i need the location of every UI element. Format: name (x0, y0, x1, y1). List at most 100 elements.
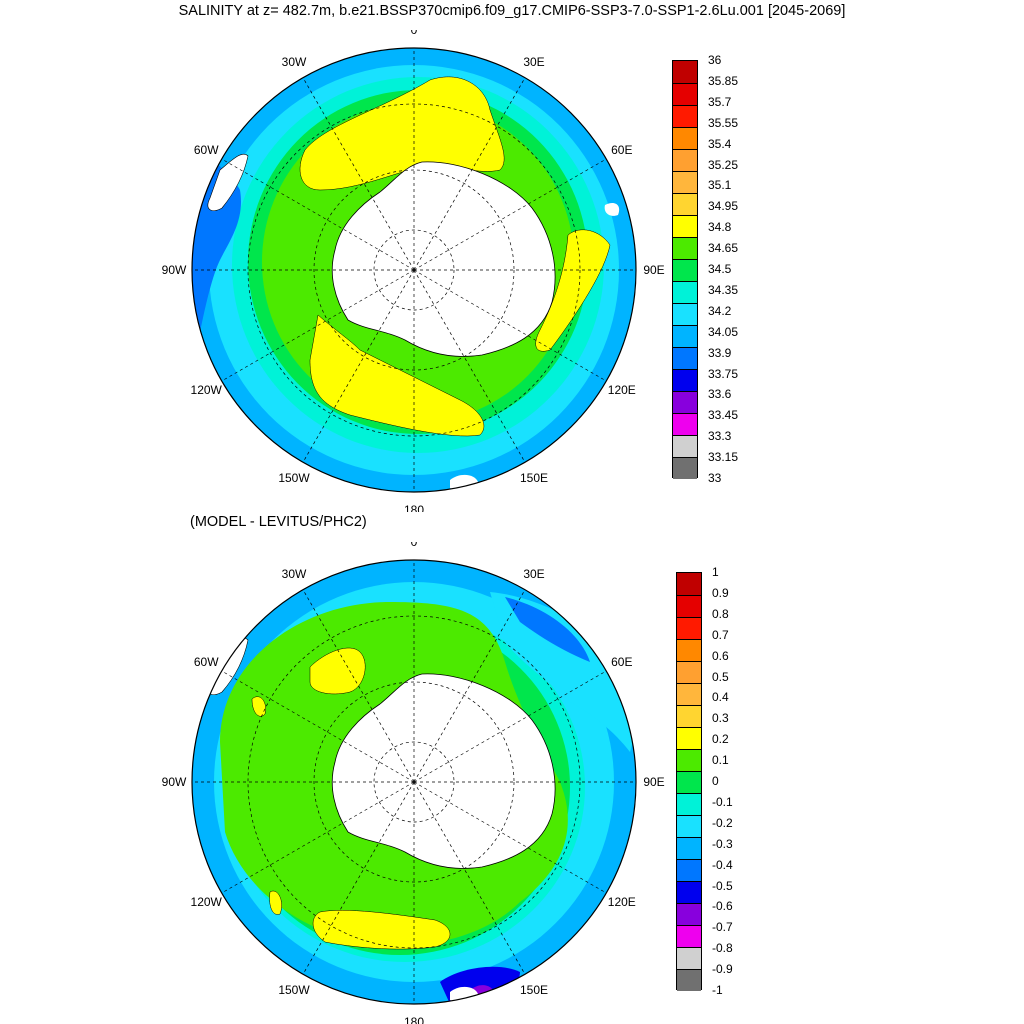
colorbar-swatch (673, 83, 697, 105)
longitude-label: 90W (162, 775, 187, 789)
colorbar-swatch (677, 595, 701, 617)
diff-strong-negative-atlantic (505, 597, 590, 662)
colorbar-swatch (677, 793, 701, 815)
colorbar-label: 0.5 (712, 669, 729, 684)
meridian-line (413, 77, 526, 271)
colorbar-swatch (677, 815, 701, 837)
meridian-line (413, 781, 607, 894)
colorbar-label: -0.7 (712, 920, 733, 935)
colorbar-label: 33 (708, 471, 722, 485)
difference-colorbar: 1 0.9 0.8 0.7 0.6 0.5 0.4 0.3 0.2 0.1 0 -0.1 -0.2 -0.… (676, 565, 776, 997)
meridian-line (302, 269, 415, 463)
land-south-america (207, 153, 249, 211)
colorbar-swatch (673, 281, 697, 303)
colorbar-swatch (677, 705, 701, 727)
colorbar-label: 35.1 (708, 178, 732, 193)
longitude-label: 150W (278, 983, 310, 997)
colorbar-label: 33.75 (708, 366, 739, 381)
longitude-label: 90E (643, 775, 664, 789)
colorbar-label: 0.9 (712, 585, 729, 600)
diff-positive-ross (312, 910, 451, 950)
colorbar-swatch (673, 369, 697, 391)
field-high-salinity-pacific (309, 314, 485, 437)
longitude-label: 150E (520, 983, 548, 997)
colorbar-label: 34.95 (708, 199, 739, 214)
meridian-line (221, 781, 415, 894)
meridian-line (302, 781, 415, 975)
longitude-label: 30W (282, 567, 307, 581)
colorbar-label: 1 (712, 565, 719, 579)
colorbar-label: 36 (708, 53, 722, 67)
salinity-colorbar: 36 35.85 35.7 35.55 35.4 35.25 35.1 34.95 34.8 34… (672, 53, 772, 485)
colorbar-label: 35.25 (708, 157, 739, 172)
latitude-circle-middle (313, 169, 515, 371)
colorbar-label: 34.5 (708, 262, 732, 276)
colorbar-label: 35.85 (708, 73, 739, 88)
colorbar-label: 0.8 (712, 606, 729, 621)
colorbar-swatch (673, 237, 697, 259)
colorbar-label: 34.35 (708, 282, 739, 297)
colorbar-swatch (677, 749, 701, 771)
colorbar-swatch (677, 881, 701, 903)
longitude-label: 180 (404, 1015, 424, 1024)
colorbar-swatch (673, 435, 697, 457)
colorbar-label: 33.45 (708, 408, 739, 423)
longitude-label: 0 (411, 542, 418, 549)
colorbar-swatch (677, 771, 701, 793)
meridian-lines (192, 48, 636, 492)
longitude-label: 0 (411, 30, 418, 37)
colorbar-swatch (677, 925, 701, 947)
colorbar-label: -0.2 (712, 815, 733, 830)
colorbar-swatch (673, 215, 697, 237)
colorbar-swatch (677, 859, 701, 881)
meridian-line (221, 670, 415, 783)
colorbar-label: 0.3 (712, 711, 729, 726)
salinity-difference-map: 0 30E 60E 90E 120E 150E 180 150W 120W 90W 60W 30W (162, 542, 665, 1024)
meridian-line (221, 158, 415, 271)
salinity-map: 0 30E 60E 90E 120E 150E 180 150W 120W 90W 60W 30W (162, 30, 665, 512)
diff-positive-drake (251, 696, 266, 717)
diff-positive-pacific-small (269, 890, 282, 915)
latitude-circle-inner (373, 741, 455, 823)
colorbar-label: 0.7 (712, 627, 729, 642)
longitude-label: 150W (278, 471, 310, 485)
colorbar-label: 0.4 (712, 690, 729, 705)
field-high-salinity-indian (535, 229, 611, 352)
colorbar-swatch (677, 683, 701, 705)
colorbar-swatch (677, 639, 701, 661)
colorbar-swatch (677, 617, 701, 639)
colorbar-label: -0.5 (712, 878, 733, 893)
land-antarctica (331, 673, 556, 869)
colorbar-label: -0.4 (712, 857, 733, 872)
meridian-line (413, 158, 607, 271)
colorbar-label: 35.4 (708, 136, 732, 151)
latitude-circle-outer (247, 103, 581, 437)
colorbar-swatch (673, 457, 697, 479)
figure-title: SALINITY at z= 482.7m, b.e21.BSSP370cmip… (178, 3, 846, 19)
colorbar-swatch (673, 325, 697, 347)
longitude-label: 30E (523, 567, 544, 581)
meridian-line (413, 269, 526, 463)
land-indian-patch (604, 203, 620, 216)
colorbar-swatch (673, 391, 697, 413)
longitude-label: 60E (611, 655, 632, 669)
longitude-label: 120E (608, 383, 636, 397)
colorbar-swatch (677, 969, 701, 991)
colorbar-label: 0.6 (712, 648, 729, 663)
colorbar-label: 35.7 (708, 94, 732, 109)
meridian-line (413, 781, 526, 975)
colorbar-swatch (677, 837, 701, 859)
meridian-line (221, 269, 415, 382)
longitude-label: 30W (282, 55, 307, 69)
longitude-labels: 0 30E 60E 90E 120E 150E 180 150W 120W 90W 60W 30W (162, 542, 665, 1024)
colorbar-label: 34.2 (708, 303, 732, 318)
longitude-label: 180 (404, 503, 424, 512)
longitude-label: 120E (608, 895, 636, 909)
colorbar-swatch (673, 171, 697, 193)
colorbar-swatch (673, 193, 697, 215)
longitude-labels: 0 30E 60E 90E 120E 150E 180 150W 120W 90W 60W 30W (162, 30, 665, 512)
colorbar-swatch (673, 61, 697, 83)
latitude-circle-inner (373, 229, 455, 311)
latitude-circle-outer (247, 615, 581, 949)
colorbar-label: 33.15 (708, 450, 739, 465)
